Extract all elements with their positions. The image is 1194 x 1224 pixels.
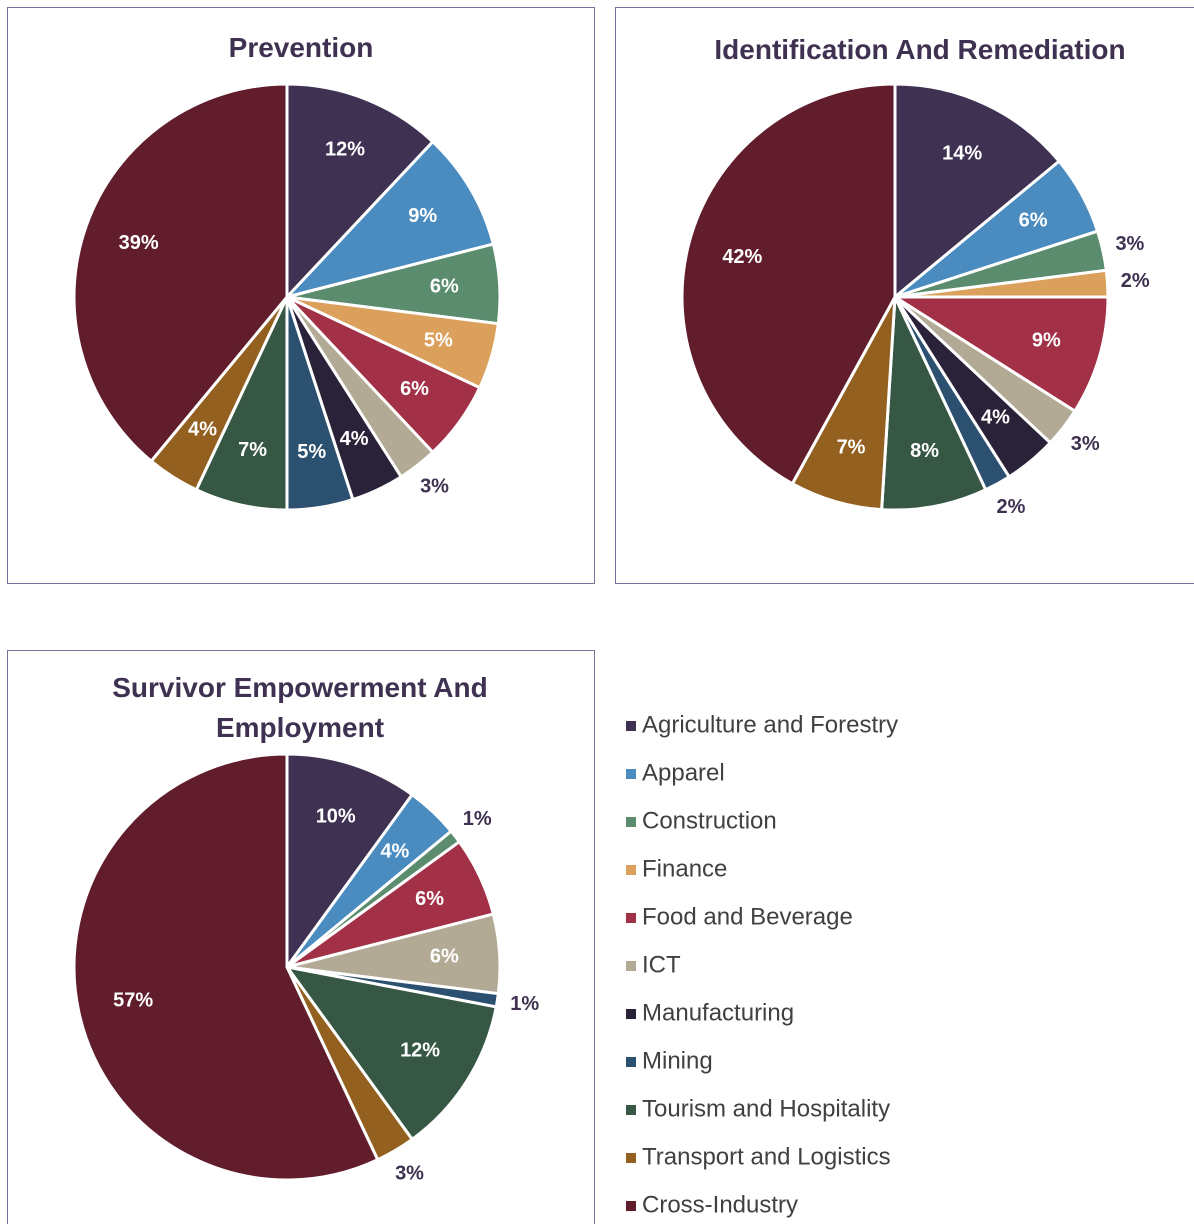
chart-frame	[7, 7, 595, 584]
data-label: 39%	[119, 232, 159, 254]
pie-slice	[893, 82, 1062, 301]
data-label: 4%	[188, 418, 217, 440]
data-label: 4%	[981, 407, 1010, 429]
data-label: 6%	[430, 275, 459, 297]
pie-slice	[283, 964, 498, 1142]
data-label: 1%	[510, 993, 539, 1015]
legend-label: Apparel	[642, 759, 725, 786]
chart-frame	[7, 650, 595, 1224]
data-label: 9%	[1032, 329, 1061, 351]
data-label: 2%	[1121, 270, 1150, 292]
legend-swatch	[626, 1009, 636, 1019]
data-label: 6%	[415, 888, 444, 910]
data-label: 4%	[380, 840, 409, 862]
legend-label: Manufacturing	[642, 999, 794, 1026]
legend-swatch	[626, 817, 636, 827]
chart-frame	[615, 7, 1194, 584]
data-label: 3%	[1071, 433, 1100, 455]
data-label: 6%	[430, 945, 459, 967]
data-label: 12%	[325, 139, 365, 161]
data-label: 6%	[1019, 209, 1048, 231]
legend-swatch	[626, 1153, 636, 1163]
data-label: 12%	[400, 1040, 440, 1062]
legend-label: Construction	[642, 807, 777, 834]
legend-swatch	[626, 769, 636, 779]
data-label: 5%	[297, 441, 326, 463]
data-label: 7%	[837, 437, 866, 459]
legend-label: Mining	[642, 1047, 713, 1074]
chart-title: Prevention	[228, 32, 374, 63]
legend-swatch	[626, 1057, 636, 1067]
data-label: 42%	[722, 246, 762, 268]
legend-label: Transport and Logistics	[642, 1143, 891, 1170]
legend-label: Agriculture and Forestry	[642, 711, 898, 738]
data-label: 1%	[463, 808, 492, 830]
data-label: 10%	[316, 805, 356, 827]
pie-slice	[72, 82, 289, 464]
legend-swatch	[626, 1105, 636, 1115]
data-label: 3%	[420, 475, 449, 497]
legend-swatch	[626, 721, 636, 731]
data-label: 14%	[942, 143, 982, 165]
data-label: 3%	[1115, 233, 1144, 255]
legend-label: Finance	[642, 855, 727, 882]
legend-swatch	[626, 913, 636, 923]
data-label: 5%	[424, 329, 453, 351]
data-label: 7%	[238, 439, 267, 461]
legend-label: Tourism and Hospitality	[642, 1095, 890, 1122]
legend-label: Cross-Industry	[642, 1191, 798, 1218]
pie-slice	[889, 295, 1110, 414]
data-label: 57%	[113, 990, 153, 1012]
data-label: 4%	[340, 428, 369, 450]
pie-slice	[285, 752, 415, 972]
chart-title: Survivor Empowerment And Employment	[112, 672, 488, 743]
legend-swatch	[626, 865, 636, 875]
chart-title: Identification And Remediation	[714, 34, 1126, 65]
pie-slice	[680, 82, 897, 486]
legend-label: Food and Beverage	[642, 903, 853, 930]
data-label: 3%	[395, 1162, 424, 1184]
data-label: 2%	[997, 496, 1026, 518]
data-label: 9%	[408, 205, 437, 227]
pie-slice	[72, 752, 380, 1182]
pie-slice	[282, 139, 496, 300]
legend-label: ICT	[642, 951, 681, 978]
data-label: 6%	[400, 378, 429, 400]
data-label: 8%	[910, 440, 939, 462]
pie-slice	[285, 82, 435, 301]
pie-slice	[880, 296, 988, 512]
legend-swatch	[626, 961, 636, 971]
legend-swatch	[626, 1201, 636, 1211]
